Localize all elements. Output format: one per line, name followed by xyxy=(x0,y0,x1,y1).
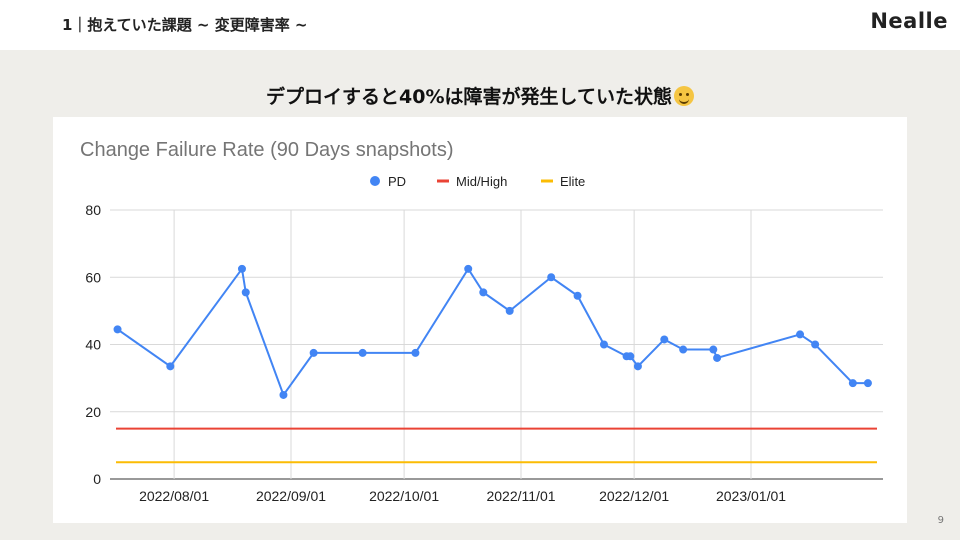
data-point-pd xyxy=(626,352,635,361)
data-point-pd xyxy=(241,288,250,297)
x-tick-label: 2022/08/01 xyxy=(139,488,209,504)
data-point-pd xyxy=(811,340,820,349)
x-tick-label: 2022/11/01 xyxy=(486,488,555,504)
data-point-pd xyxy=(848,379,857,388)
series-line-pd xyxy=(116,266,868,398)
slide-headline: デプロイすると40%は障害が発生していた状態 xyxy=(0,82,960,109)
headline-text: デプロイすると40%は障害が発生していた状態 xyxy=(266,86,672,108)
legend-label: Elite xyxy=(560,174,585,189)
section-title: 1｜抱えていた課題 ~ 変更障害率 ~ xyxy=(62,16,308,34)
data-point-pd xyxy=(573,291,582,300)
x-tick-labels: 2022/08/01 2022/09/01 2022/10/01 2022/11/01… xyxy=(139,488,786,504)
brand-logo: Nealle xyxy=(870,9,948,33)
legend-marker xyxy=(370,176,380,186)
legend-label: PD xyxy=(388,174,406,189)
y-tick-label: 0 xyxy=(93,471,101,487)
data-point-pd xyxy=(660,335,669,344)
y-tick-label: 60 xyxy=(85,269,101,285)
x-tick-label: 2022/10/01 xyxy=(369,488,439,504)
chart-card: 0 20 40 60 80 2022/08/01 2022/09/01 2022/10/01… xyxy=(53,117,907,523)
legend-marker xyxy=(541,179,553,183)
data-point-pd xyxy=(863,379,872,388)
data-point-pd xyxy=(679,345,688,354)
x-tick-label: 2023/01/01 xyxy=(716,488,786,504)
face-holding-back-tears-icon xyxy=(673,86,694,106)
data-point-pd xyxy=(796,330,805,339)
data-point-pd xyxy=(309,348,318,357)
y-tick-labels: 0 20 40 60 80 xyxy=(85,202,101,487)
data-point-pd xyxy=(279,390,288,399)
data-point-pd xyxy=(709,345,718,354)
y-tick-label: 80 xyxy=(85,202,101,218)
data-point-pd xyxy=(411,348,420,357)
gridlines xyxy=(110,209,883,480)
legend-marker xyxy=(437,179,449,183)
data-point-pd xyxy=(547,273,556,282)
data-point-pd xyxy=(237,264,246,273)
x-tick-label: 2022/09/01 xyxy=(256,488,326,504)
chart-title: Change Failure Rate (90 Days snapshots) xyxy=(80,139,454,161)
x-tick-label: 2022/12/01 xyxy=(599,488,669,504)
legend-label: Mid/High xyxy=(456,174,507,189)
series-layer xyxy=(113,264,872,399)
data-point-pd xyxy=(505,306,514,315)
data-point-pd xyxy=(599,340,608,349)
data-point-pd xyxy=(713,353,722,362)
slide-header: 1｜抱えていた課題 ~ 変更障害率 ~ Nealle xyxy=(0,0,960,50)
page-number: 9 xyxy=(937,515,944,526)
data-point-pd xyxy=(464,264,473,273)
reference-lines xyxy=(116,427,877,464)
data-point-pd xyxy=(633,362,642,371)
data-point-pd xyxy=(358,348,367,357)
legend: PD Mid/High Elite xyxy=(370,174,585,189)
change-failure-rate-chart: 0 20 40 60 80 2022/08/01 2022/09/01 2022/10/01… xyxy=(80,139,883,504)
data-point-pd xyxy=(113,325,122,334)
data-point-pd xyxy=(166,362,175,371)
y-tick-label: 20 xyxy=(85,404,101,420)
data-point-pd xyxy=(479,288,488,297)
y-tick-label: 40 xyxy=(85,337,101,353)
